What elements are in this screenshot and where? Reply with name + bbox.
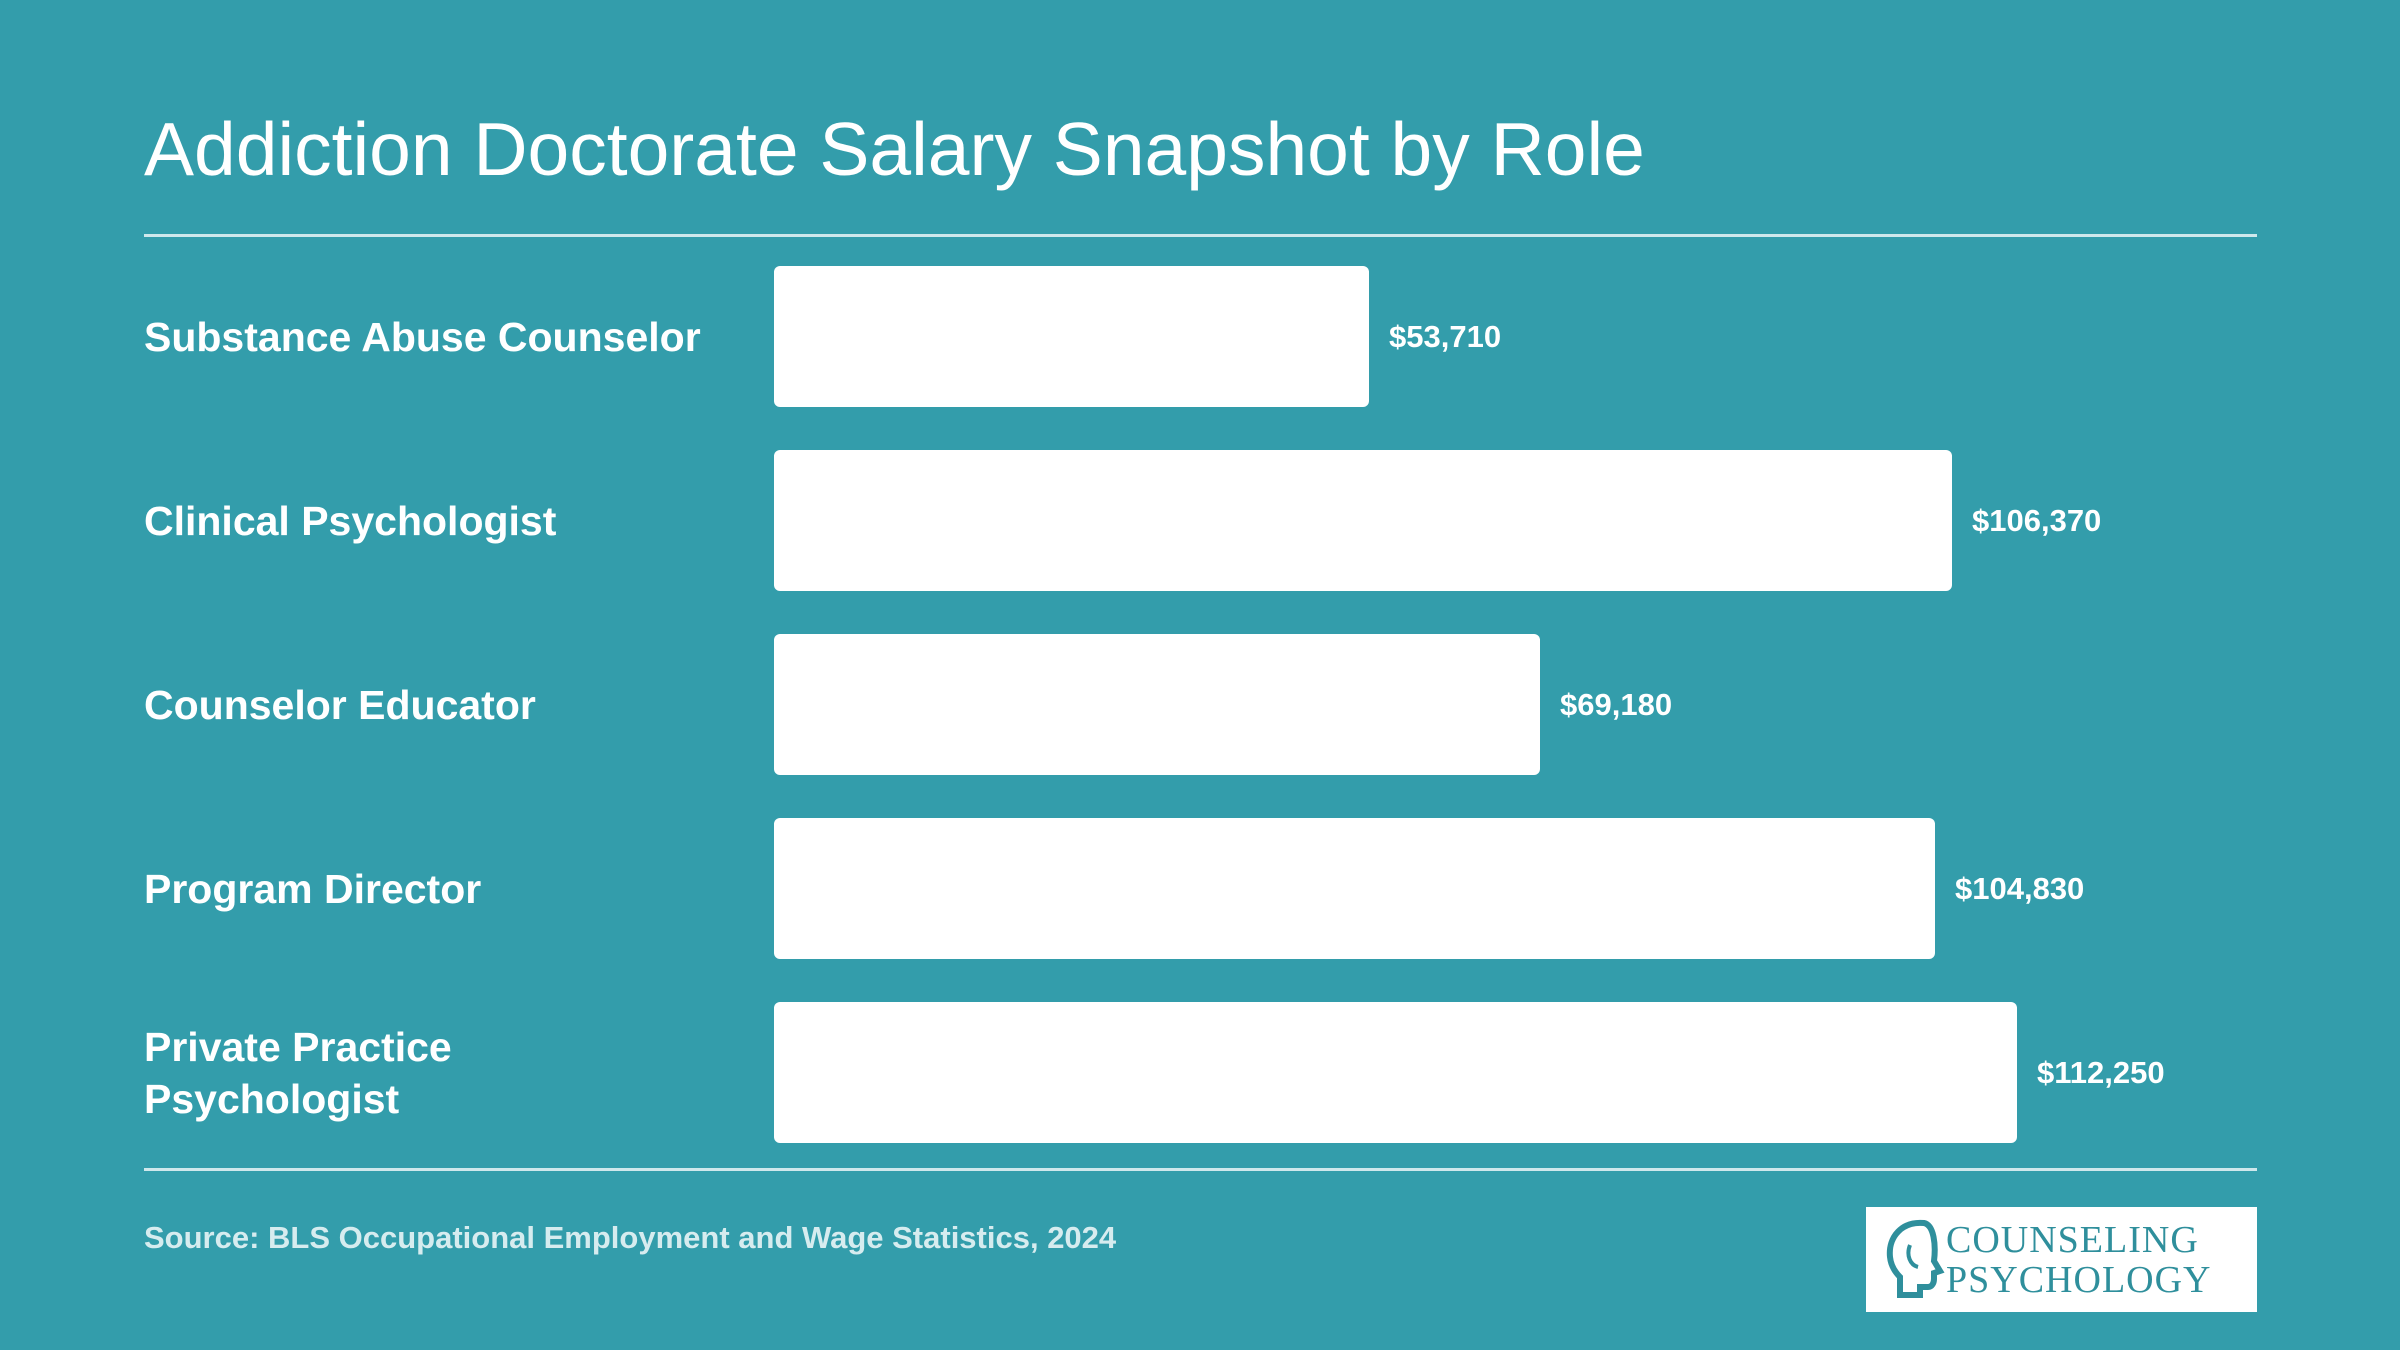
value-label: $69,180 [1560,686,1673,722]
bar [774,266,1369,407]
category-label: Substance Abuse Counselor [144,313,701,360]
bar [774,634,1540,775]
logo-line-1: COUNSELING [1946,1218,2199,1261]
logo-line-2: PSYCHOLOGY [1946,1258,2212,1301]
bar [774,450,1952,591]
top-divider [144,234,2257,237]
value-label: $106,370 [1972,502,2102,538]
chart-title: Addiction Doctorate Salary Snapshot by R… [144,107,1645,191]
source-note: Source: BLS Occupational Employment and … [144,1220,1117,1255]
category-label: Private Practice Psychologist [144,1023,452,1122]
counseling-psychology-logo: COUNSELING PSYCHOLOGY [1866,1207,2257,1312]
value-label: $104,830 [1955,870,2085,906]
bar [774,818,1935,959]
category-label: Clinical Psychologist [144,497,557,544]
bottom-divider [144,1168,2257,1171]
head-profile-icon [1886,1219,1945,1298]
bar [774,1002,2017,1143]
category-label: Program Director [144,865,482,912]
category-label: Counselor Educator [144,681,536,728]
value-label: $112,250 [2037,1054,2165,1090]
value-label: $53,710 [1389,318,1502,354]
